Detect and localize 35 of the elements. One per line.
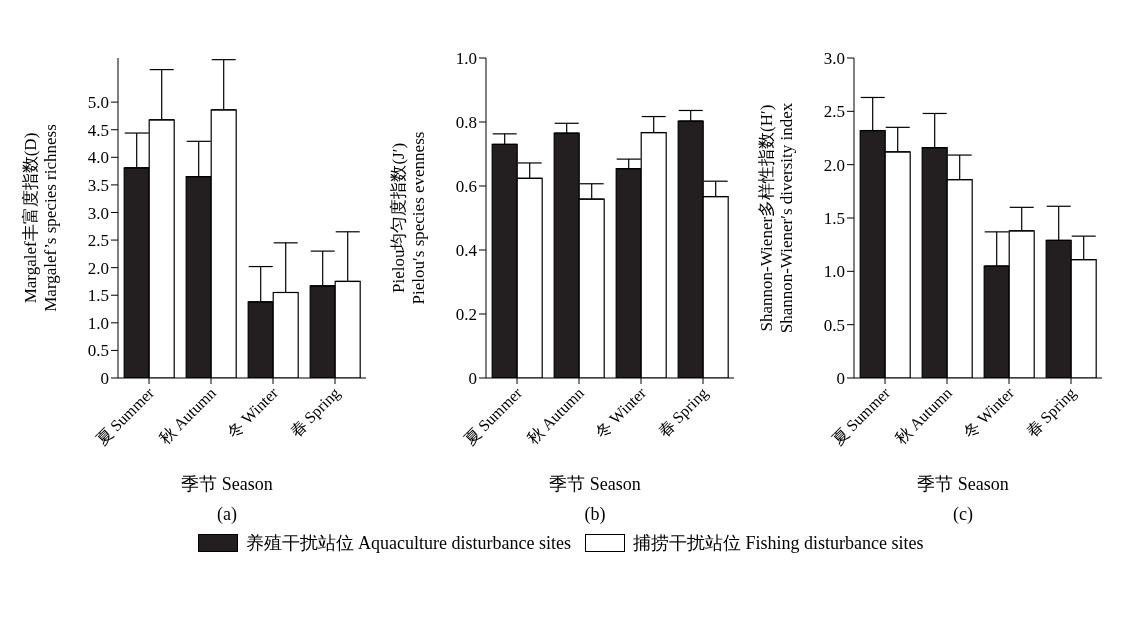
y-tick-label: 2.5 <box>823 102 845 122</box>
legend-label: 养殖干扰站位 Aquaculture disturbance sites <box>245 532 571 555</box>
y-tick-label: 0 <box>836 369 845 389</box>
y-tick-label: 0 <box>468 369 477 389</box>
y-tick-label: 0.4 <box>455 241 478 261</box>
y-tick-label: 0 <box>100 369 109 389</box>
text: (b) <box>583 504 606 525</box>
y-tick-label: 0.8 <box>455 113 477 133</box>
y-axis-title: Margalef丰富度指数(D) Margalef’s species richness <box>21 124 60 312</box>
y-tick-label: 0.6 <box>455 177 477 197</box>
y-tick-label: 2.0 <box>823 155 845 175</box>
y-tick-label: 0.5 <box>87 341 109 361</box>
text: (c) <box>952 504 973 525</box>
y-tick-label: 1.5 <box>823 209 845 229</box>
y-tick-label: 1.0 <box>87 313 109 333</box>
y-tick-label: 1.0 <box>455 49 477 69</box>
x-axis-title: 季节 Season <box>548 473 641 496</box>
y-tick-label: 1.0 <box>823 262 845 282</box>
y-tick-label: 3.0 <box>823 49 845 69</box>
y-axis-title: Pielou均匀度指数(J′) Pielou′s species evenness <box>389 131 428 305</box>
y-tick-label: 3.0 <box>87 203 109 223</box>
y-tick-label: 4.0 <box>87 148 109 168</box>
y-tick-label: 2.5 <box>87 231 109 251</box>
text: (a) <box>216 504 237 525</box>
y-tick-label: 3.5 <box>87 175 109 195</box>
y-tick-label: 2.0 <box>87 258 109 278</box>
x-axis-title: 季节 Season <box>180 473 273 496</box>
y-tick-label: 0.5 <box>823 315 845 335</box>
y-tick-label: 5.0 <box>87 93 109 113</box>
y-tick-label: 1.5 <box>87 286 109 306</box>
y-tick-label: 0.2 <box>455 305 477 325</box>
x-axis-title: 季节 Season <box>916 473 1009 496</box>
legend-label: 捕捞干扰站位 Fishing disturbance sites <box>632 532 924 555</box>
y-tick-label: 4.5 <box>87 120 109 140</box>
y-axis-title: Shannon-Wiener多样性指数(H′) Shannon-Wiener′s diversity index <box>757 102 796 334</box>
